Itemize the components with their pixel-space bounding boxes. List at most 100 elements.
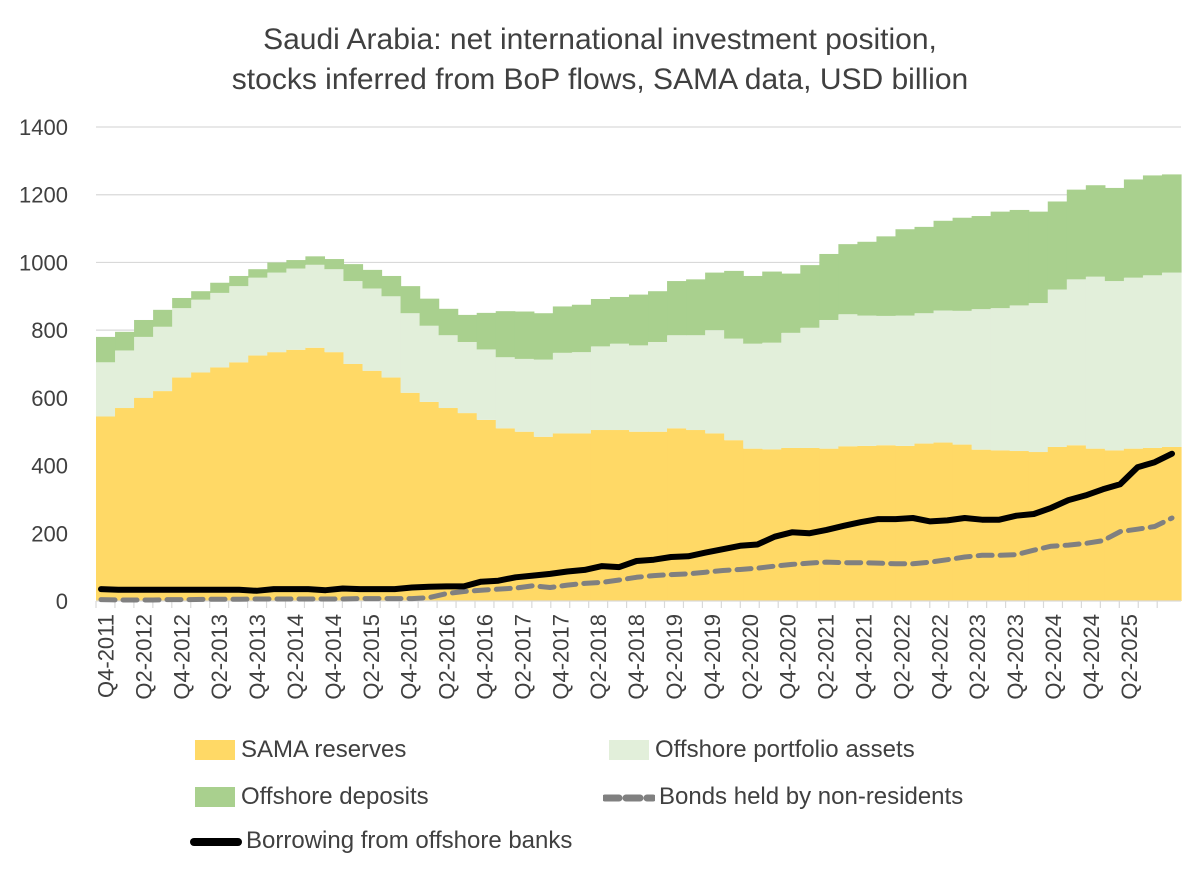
- bar-offshore-portfolio-assets: [210, 292, 230, 368]
- bar-sama-reserves: [571, 433, 592, 601]
- bar-offshore-deposits: [800, 265, 820, 328]
- bar-offshore-portfolio-assets: [933, 310, 954, 443]
- bar-offshore-deposits: [781, 273, 801, 333]
- bar-offshore-deposits: [210, 282, 230, 293]
- bar-sama-reserves: [248, 355, 268, 601]
- bar-offshore-portfolio-assets: [1028, 303, 1049, 453]
- bar-sama-reserves: [115, 408, 135, 601]
- x-tick-label: Q2-2018: [586, 614, 611, 700]
- bar-sama-reserves: [762, 449, 782, 601]
- bar-offshore-deposits: [990, 211, 1011, 309]
- bar-offshore-portfolio-assets: [362, 288, 383, 371]
- x-tick-label: Q4-2024: [1079, 614, 1104, 700]
- bar-offshore-deposits: [971, 216, 992, 310]
- bar-offshore-deposits: [286, 260, 306, 269]
- legend-label-sama-reserves: SAMA reserves: [241, 736, 407, 763]
- legend-item-offshore-portfolio-assets: Offshore portfolio assets: [609, 736, 915, 764]
- x-tick-label: Q2-2024: [1041, 614, 1066, 700]
- bar-sama-reserves: [590, 430, 611, 601]
- bar-offshore-portfolio-assets: [552, 352, 573, 434]
- bar-sama-reserves: [172, 377, 192, 601]
- bar-offshore-portfolio-assets: [952, 310, 973, 445]
- bar-offshore-deposits: [267, 262, 287, 273]
- x-tick-label: Q2-2023: [965, 614, 990, 700]
- bar-offshore-deposits: [933, 220, 954, 311]
- x-tick-label: Q4-2014: [321, 614, 346, 700]
- x-tick-label: Q2-2013: [207, 614, 232, 700]
- bar-offshore-portfolio-assets: [819, 319, 839, 449]
- bar-offshore-deposits: [1123, 179, 1144, 278]
- y-tick-label: 200: [31, 521, 68, 546]
- legend-swatch-sama-reserves: [195, 740, 235, 760]
- x-tick-label: Q2-2025: [1117, 614, 1142, 700]
- bar-offshore-portfolio-assets: [533, 359, 554, 437]
- bar-offshore-deposits: [895, 229, 916, 316]
- bar-offshore-deposits: [838, 244, 859, 315]
- bar-offshore-deposits: [876, 236, 897, 316]
- bar-offshore-deposits: [96, 336, 116, 363]
- bar-offshore-deposits: [495, 311, 516, 358]
- legend-swatch-borrowing-from-offshore-banks: [190, 831, 242, 851]
- bar-offshore-deposits: [115, 331, 135, 351]
- bar-offshore-deposits: [476, 312, 497, 350]
- bar-offshore-deposits: [419, 298, 440, 326]
- bar-offshore-deposits: [571, 304, 592, 353]
- bar-offshore-portfolio-assets: [609, 343, 630, 431]
- bar-offshore-portfolio-assets: [914, 313, 935, 444]
- y-tick-label: 400: [31, 454, 68, 479]
- bar-offshore-portfolio-assets: [153, 326, 173, 392]
- bar-offshore-deposits: [1161, 174, 1182, 273]
- bar-sama-reserves: [1066, 445, 1087, 601]
- bar-sama-reserves: [609, 430, 630, 601]
- bar-sama-reserves: [876, 445, 897, 601]
- y-tick-label: 600: [31, 386, 68, 411]
- bar-offshore-portfolio-assets: [1104, 281, 1125, 451]
- bar-offshore-portfolio-assets: [248, 277, 268, 356]
- bar-sama-reserves: [1047, 446, 1068, 601]
- bar-offshore-deposits: [1066, 189, 1087, 280]
- bar-offshore-portfolio-assets: [800, 327, 820, 448]
- bar-sama-reserves: [96, 416, 116, 601]
- x-tick-label: Q4-2011: [93, 614, 118, 698]
- bar-offshore-deposits: [667, 281, 687, 336]
- bar-sama-reserves: [1123, 448, 1144, 601]
- bar-offshore-deposits: [343, 264, 364, 282]
- bar-sama-reserves: [705, 433, 725, 601]
- y-tick-label: 800: [31, 318, 68, 343]
- x-tick-label: Q2-2012: [131, 614, 156, 700]
- bar-sama-reserves: [286, 349, 306, 601]
- bar-offshore-portfolio-assets: [838, 314, 859, 447]
- bar-sama-reserves: [324, 352, 345, 601]
- bar-sama-reserves: [1009, 451, 1030, 601]
- chart-title: Saudi Arabia: net international investme…: [0, 20, 1200, 100]
- bar-sama-reserves: [724, 440, 744, 601]
- bar-offshore-deposits: [533, 313, 554, 360]
- x-tick-label: Q4-2020: [776, 614, 801, 700]
- bar-offshore-deposits: [914, 226, 935, 314]
- bar-offshore-deposits: [172, 297, 192, 309]
- bar-offshore-portfolio-assets: [476, 349, 497, 420]
- legend-item-borrowing-from-offshore-banks: Borrowing from offshore banks: [190, 827, 572, 855]
- bar-offshore-portfolio-assets: [514, 358, 535, 432]
- bar-offshore-deposits: [628, 294, 649, 346]
- bar-offshore-portfolio-assets: [267, 272, 287, 353]
- bar-offshore-portfolio-assets: [400, 313, 421, 393]
- bar-sama-reserves: [552, 433, 573, 601]
- bar-offshore-portfolio-assets: [115, 350, 135, 409]
- bar-sama-reserves: [743, 448, 763, 601]
- bar-sama-reserves: [895, 445, 916, 601]
- x-tick-label: Q4-2016: [472, 614, 497, 700]
- x-tick-label: Q4-2022: [927, 614, 952, 700]
- bar-sama-reserves: [1085, 448, 1106, 601]
- bar-offshore-portfolio-assets: [305, 264, 326, 348]
- bar-sama-reserves: [191, 372, 211, 601]
- bar-sama-reserves: [1104, 450, 1125, 601]
- bar-offshore-deposits: [724, 270, 744, 339]
- bar-offshore-portfolio-assets: [590, 346, 611, 431]
- bar-offshore-portfolio-assets: [781, 332, 801, 448]
- bar-sama-reserves: [1161, 446, 1182, 601]
- bar-offshore-deposits: [1085, 185, 1106, 277]
- x-tick-label: Q2-2017: [510, 614, 535, 700]
- x-tick-label: Q4-2013: [245, 614, 270, 700]
